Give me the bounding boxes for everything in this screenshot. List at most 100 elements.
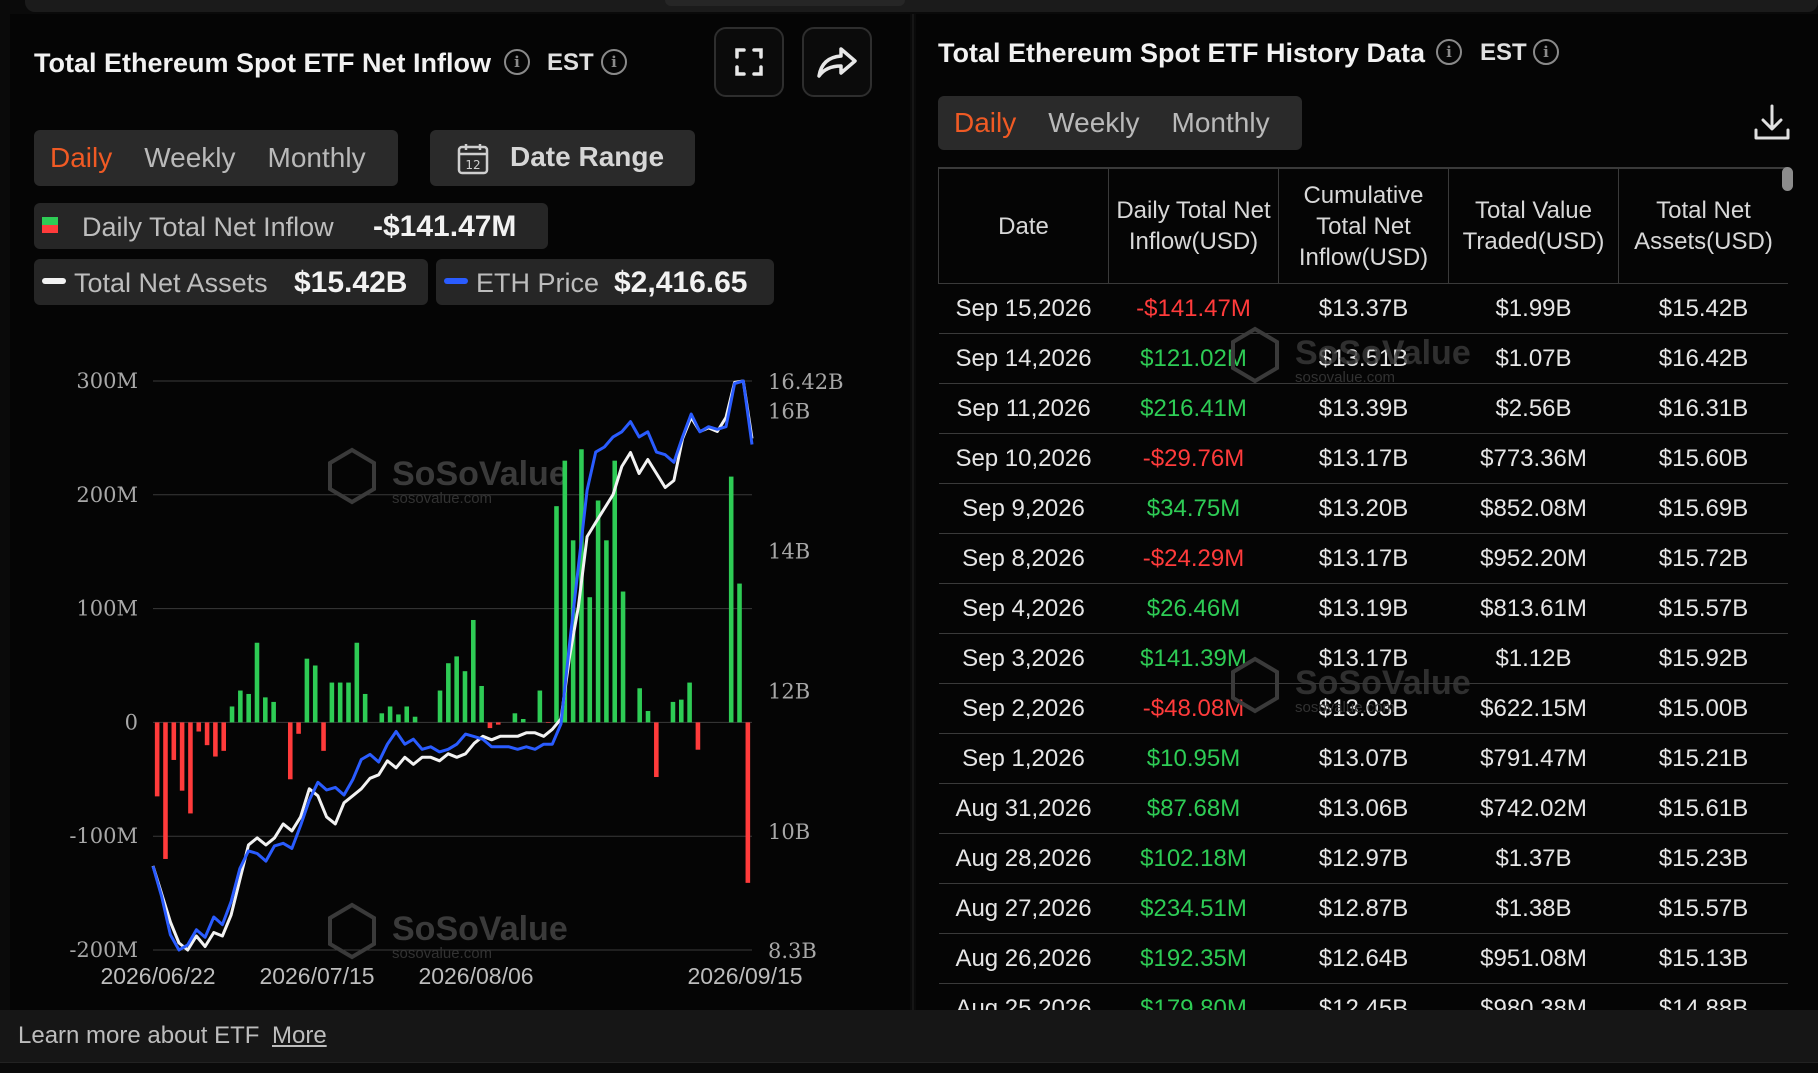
cell-daily-inflow: $216.41M: [1108, 383, 1279, 434]
cell-daily-inflow: -$29.76M: [1108, 433, 1279, 484]
cell-cumulative: $13.07B: [1278, 733, 1449, 784]
inflow-bar: [587, 597, 593, 723]
cell-traded: $1.99B: [1448, 283, 1619, 334]
history-info-icon[interactable]: i: [1436, 39, 1462, 65]
svg-text:SoSoValue: SoSoValue: [392, 455, 568, 493]
inflow-bar: [670, 701, 676, 723]
y-axis-left: 300M 200M 100M 0 -100M -200M: [69, 369, 138, 962]
legend-price[interactable]: ETH Price $2,416.65: [436, 259, 774, 305]
cell-cumulative: $13.19B: [1278, 583, 1449, 634]
cell-daily-inflow: $34.75M: [1108, 483, 1279, 534]
inflow-bar: [337, 682, 343, 723]
cell-cumulative: $13.03B: [1278, 683, 1449, 734]
share-arrow-icon: [817, 47, 857, 78]
cell-traded: $1.38B: [1448, 883, 1619, 934]
inflow-bar: [163, 722, 168, 859]
inflow-bar: [471, 619, 476, 723]
table-row: Sep 2,2026 -$48.08M $13.03B $622.15M $15.00B: [938, 683, 1788, 734]
cell-cumulative: $13.17B: [1278, 433, 1449, 484]
cell-cumulative: $13.17B: [1278, 533, 1449, 584]
inflow-bar: [654, 722, 659, 778]
inflow-bar: [545, 722, 551, 723]
cell-traded: $1.07B: [1448, 333, 1619, 384]
table-row: Sep 10,2026 -$29.76M $13.17B $773.36M $15.60…: [938, 433, 1788, 484]
inflow-bar: [595, 500, 601, 723]
cell-daily-inflow: -$24.29M: [1108, 533, 1279, 584]
svg-text:sosovalue.com: sosovalue.com: [392, 490, 492, 507]
cell-traded: $813.61M: [1448, 583, 1619, 634]
cell-net-assets: $15.00B: [1618, 683, 1788, 734]
cell-date: Aug 27,2026: [938, 883, 1109, 934]
cell-net-assets: $15.69B: [1618, 483, 1788, 534]
inflow-bar: [678, 699, 684, 723]
inflow-bar: [404, 706, 410, 723]
table-row: Aug 28,2026 $102.18M $12.97B $1.37B $15.23B: [938, 833, 1788, 884]
y-left-tick: 0: [125, 710, 138, 734]
inflow-bar: [612, 460, 618, 723]
cell-traded: $1.12B: [1448, 633, 1619, 684]
y-left-tick: -200M: [69, 938, 138, 962]
download-icon[interactable]: [1750, 100, 1794, 144]
calendar-day: 12: [465, 158, 480, 172]
timezone-info-icon[interactable]: i: [601, 49, 627, 75]
inflow-bar: [346, 682, 351, 723]
y-right-tick: 16B: [768, 399, 810, 423]
date-range-button[interactable]: 12 Date Range: [430, 130, 695, 186]
cell-date: Sep 14,2026: [938, 333, 1109, 384]
inflow-bars: [154, 449, 751, 883]
cell-daily-inflow: -$141.47M: [1108, 283, 1279, 334]
table-row: Aug 26,2026 $192.35M $12.64B $951.08M $15.13…: [938, 933, 1788, 984]
history-tab-monthly[interactable]: Monthly: [1171, 107, 1270, 138]
inflow-bar: [537, 690, 543, 723]
x-axis: 2026/06/22 2026/07/15 2026/08/06 2026/09/15: [100, 963, 802, 989]
info-icon[interactable]: i: [504, 49, 530, 75]
table-row: Aug 31,2026 $87.68M $13.06B $742.02M $15.61B: [938, 783, 1788, 834]
chart-watermark: SoSoValuesosovalue.comSoSoValuesosovalue…: [328, 447, 568, 962]
cell-date: Sep 8,2026: [938, 533, 1109, 584]
table-row: Aug 27,2026 $234.51M $12.87B $1.38B $15.57B: [938, 883, 1788, 934]
history-timezone-info-icon[interactable]: i: [1533, 39, 1559, 65]
cell-cumulative: $13.06B: [1278, 783, 1449, 834]
cell-net-assets: $14.88B: [1618, 983, 1788, 1010]
inflow-bar: [354, 642, 360, 723]
table-row: Sep 8,2026 -$24.29M $13.17B $952.20M $15.72B: [938, 533, 1788, 584]
col-value-traded: Total Value Traded(USD): [1448, 167, 1619, 284]
fullscreen-button[interactable]: [714, 27, 784, 97]
tab-daily[interactable]: Daily: [50, 142, 113, 173]
svg-text:sosovalue.com: sosovalue.com: [392, 945, 492, 962]
cell-cumulative: $12.45B: [1278, 983, 1449, 1010]
inflow-bar: [263, 697, 268, 723]
x-tick: 2026/09/15: [687, 963, 802, 989]
history-tab-weekly[interactable]: Weekly: [1048, 107, 1140, 138]
col-cumulative-inflow: Cumulative Total Net Inflow(USD): [1278, 167, 1449, 284]
tab-monthly[interactable]: Monthly: [267, 142, 366, 173]
table-row: Aug 25,2026 $179.80M $12.45B $980.38M $14.88…: [938, 983, 1788, 1010]
fullscreen-icon: [735, 48, 763, 76]
cell-cumulative: $13.20B: [1278, 483, 1449, 534]
table-scrollbar[interactable]: [1782, 167, 1793, 191]
cell-daily-inflow: $234.51M: [1108, 883, 1279, 934]
cell-daily-inflow: $141.39M: [1108, 633, 1279, 684]
cell-net-assets: $15.57B: [1618, 883, 1788, 934]
legend-inflow[interactable]: Daily Total Net Inflow -$141.47M: [34, 203, 548, 249]
timezone-label: EST: [547, 49, 594, 76]
cell-daily-inflow: $87.68M: [1108, 783, 1279, 834]
inflow-swatch-icon: [42, 217, 58, 233]
cell-daily-inflow: $121.02M: [1108, 333, 1279, 384]
share-button[interactable]: [802, 27, 872, 97]
footer-more-link[interactable]: More: [272, 1022, 327, 1049]
cell-cumulative: $13.17B: [1278, 633, 1449, 684]
cell-date: Sep 3,2026: [938, 633, 1109, 684]
history-tab-daily[interactable]: Daily: [954, 107, 1017, 138]
inflow-bar: [179, 722, 185, 791]
history-table-container[interactable]: Date Daily Total Net Inflow(USD) Cumulat…: [938, 167, 1788, 1010]
legend-assets[interactable]: Total Net Assets $15.42B: [34, 259, 428, 305]
tab-weekly[interactable]: Weekly: [144, 142, 236, 173]
cell-traded: $622.15M: [1448, 683, 1619, 734]
y-left-tick: 200M: [76, 483, 138, 507]
inflow-bar: [645, 711, 651, 723]
cell-date: Aug 26,2026: [938, 933, 1109, 984]
cell-traded: $980.38M: [1448, 983, 1619, 1010]
assets-line-icon: [42, 278, 66, 284]
